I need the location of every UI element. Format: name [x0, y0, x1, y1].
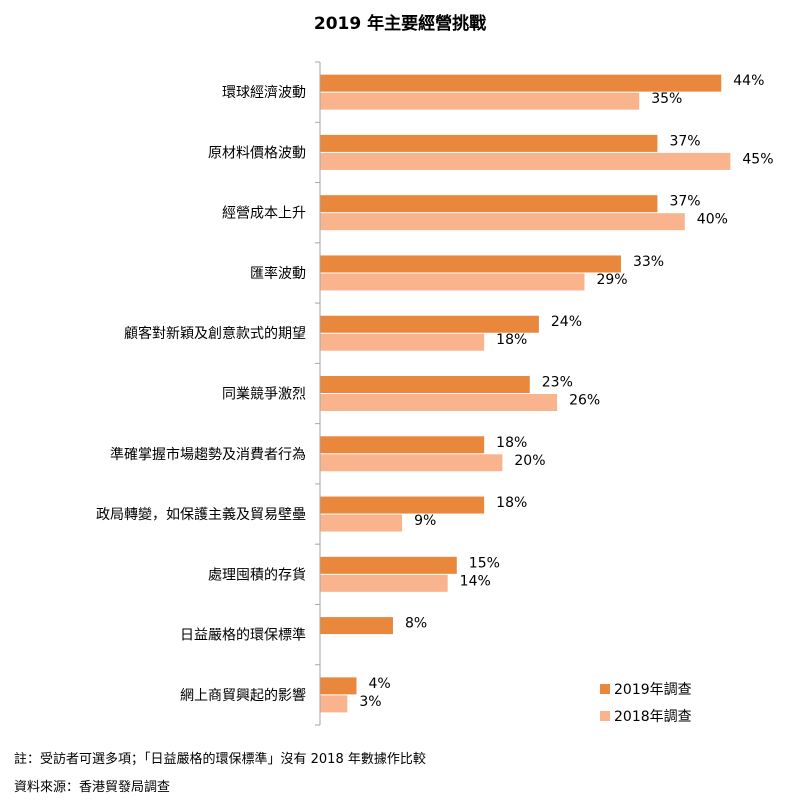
- chart-title: 2019 年主要經營挑戰: [314, 13, 486, 34]
- legend-swatch-2018: [600, 711, 610, 721]
- bar-2019: [320, 255, 621, 273]
- category-label: 同業競爭激烈: [222, 386, 306, 403]
- data-label: 24%: [551, 314, 582, 330]
- bar-2019: [320, 376, 530, 393]
- data-label: 45%: [742, 151, 773, 167]
- bar-2018: [320, 454, 503, 472]
- data-label: 29%: [596, 272, 627, 288]
- data-label: 4%: [368, 676, 390, 692]
- data-label: 18%: [496, 332, 527, 348]
- category-label: 環球經濟波動: [222, 85, 306, 101]
- data-label: 15%: [469, 555, 500, 571]
- category-label: 顧客對新穎及創意款式的期望: [124, 325, 306, 342]
- data-label: 14%: [460, 573, 491, 589]
- data-label: 3%: [359, 694, 381, 710]
- category-label: 網上商貿興起的影響: [180, 687, 306, 704]
- category-label: 原材料價格波動: [208, 144, 306, 161]
- data-label: 35%: [651, 91, 682, 107]
- data-label: 23%: [542, 375, 573, 391]
- data-label: 33%: [633, 254, 664, 270]
- bar-2019: [320, 195, 658, 213]
- legend-label: 2019年調查: [614, 682, 692, 698]
- bar-2018: [320, 152, 731, 170]
- bar-2019: [320, 134, 658, 152]
- bar-2018: [320, 92, 640, 110]
- bar-2019: [320, 436, 485, 454]
- data-label: 20%: [514, 453, 545, 469]
- bar-2018: [320, 273, 585, 291]
- category-label: 準確掌握市場趨勢及消費者行為: [110, 446, 306, 463]
- data-label: 18%: [496, 495, 527, 511]
- bar-2019: [320, 74, 722, 92]
- bar-2018: [320, 333, 485, 351]
- bar-2018: [320, 514, 403, 532]
- data-label: 37%: [669, 194, 700, 210]
- data-label: 40%: [697, 212, 728, 228]
- category-label: 日益嚴格的環保標準: [180, 628, 306, 644]
- bar-2018: [320, 574, 448, 592]
- data-label: 18%: [496, 435, 527, 451]
- category-label: 匯率波動: [250, 265, 306, 282]
- bar-2019: [320, 556, 457, 574]
- data-label: 37%: [669, 133, 700, 149]
- legend-swatch-2019: [600, 684, 610, 694]
- bar-2019: [320, 617, 393, 635]
- bar-2019: [320, 677, 357, 695]
- footnote: 註：受訪者可選多項；「日益嚴格的環保標準」沒有 2018 年數據作比較: [14, 752, 426, 767]
- data-label: 26%: [569, 393, 600, 409]
- bar-2019: [320, 315, 539, 333]
- data-label: 8%: [405, 616, 427, 632]
- source-note: 資料來源：香港貿發局調查: [14, 780, 171, 795]
- data-label: 9%: [414, 513, 436, 529]
- category-label: 政局轉變，如保護主義及貿易壁壘: [96, 506, 306, 523]
- data-label: 44%: [733, 73, 764, 89]
- bar-2018: [320, 695, 348, 713]
- legend-label: 2018年調查: [614, 709, 692, 725]
- category-label: 經營成本上升: [222, 206, 306, 222]
- bar-2018: [320, 394, 558, 411]
- bar-2018: [320, 213, 685, 231]
- category-label: 處理囤積的存貨: [208, 566, 306, 583]
- bar-2019: [320, 496, 485, 514]
